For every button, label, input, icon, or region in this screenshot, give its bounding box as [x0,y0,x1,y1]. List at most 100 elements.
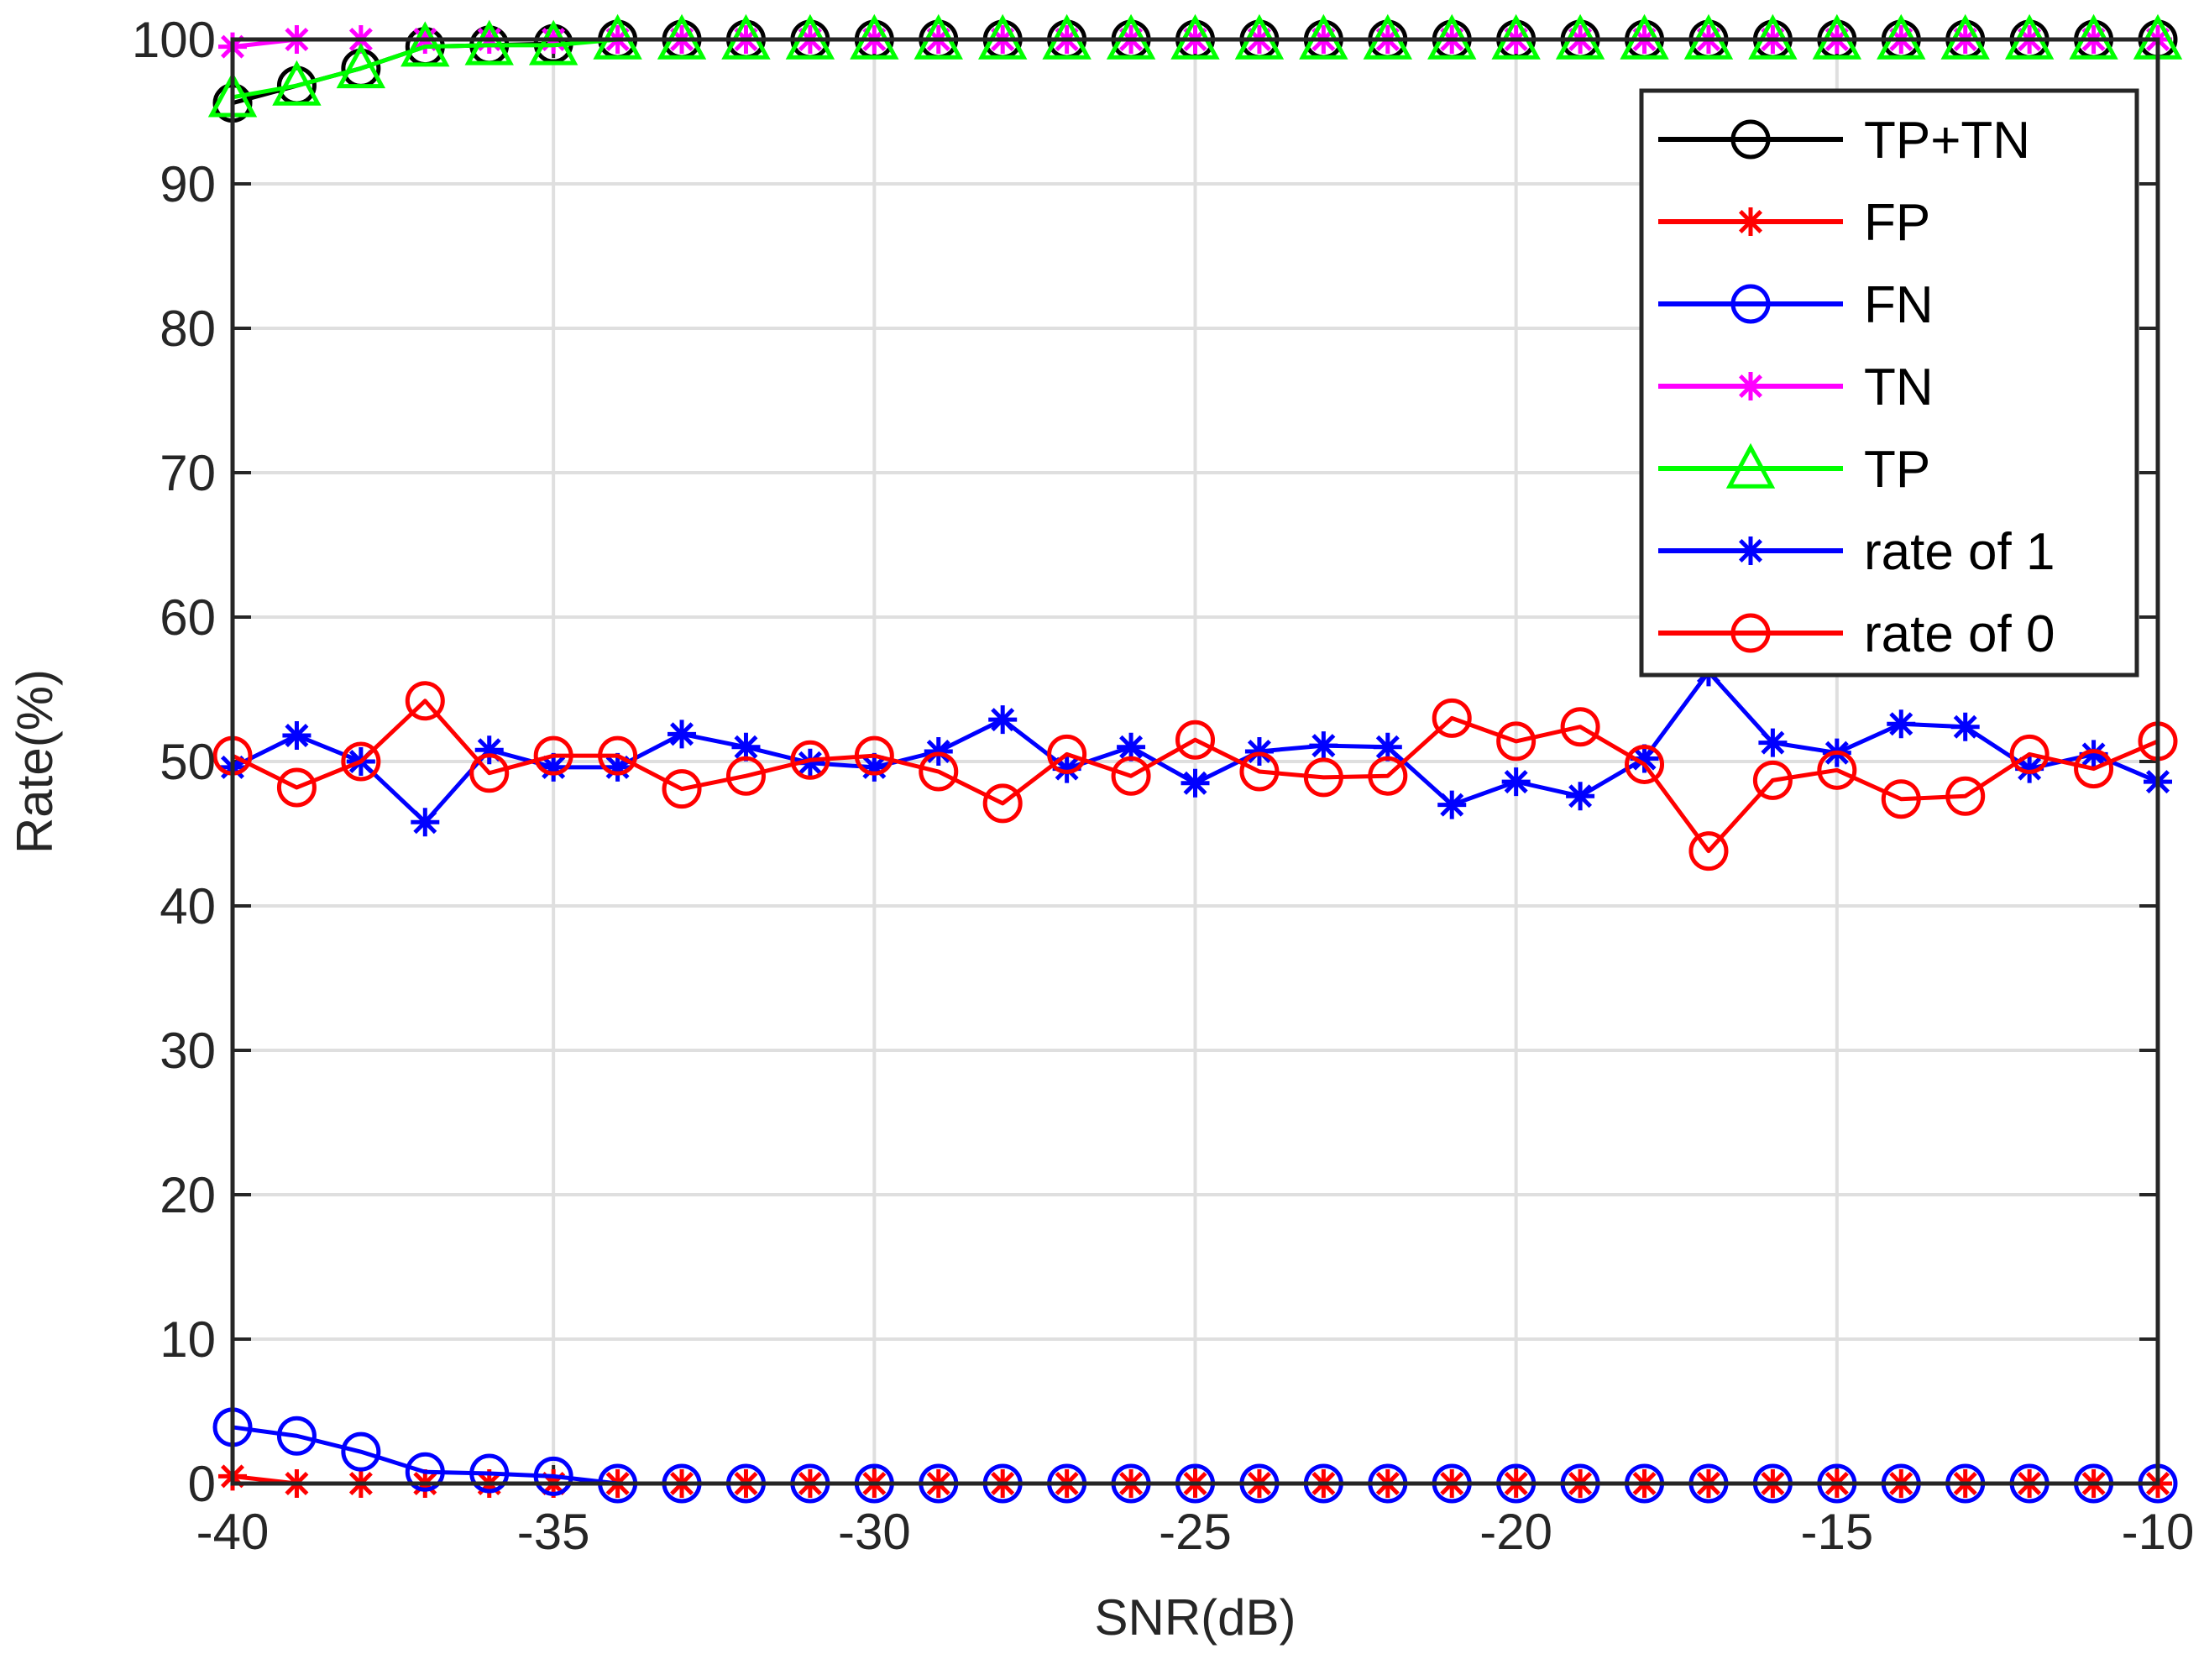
data-point [1373,732,1402,761]
legend: TP+TN FP FN TN TP rate of 1 rate of 0 [1639,88,2139,678]
legend-label: TP+TN [1864,112,2030,170]
y-tick-label: 40 [160,878,216,934]
data-point [2079,740,2108,769]
legend-label: TP [1864,441,1930,499]
data-point [603,752,632,782]
data-point [1881,779,1921,819]
data-point [662,769,702,809]
data-point [336,43,386,89]
legend-item-fn: FN [1658,276,1934,334]
data-point [1244,736,1274,766]
legend-label: FN [1864,276,1934,334]
legend-box [1639,88,2139,678]
data-point [533,1456,573,1496]
y-tick-label: 80 [160,301,216,357]
legend-marker [1730,613,1771,653]
legend-label: FP [1864,194,1930,252]
y-tick-label: 70 [160,445,216,501]
legend-label: TN [1864,359,1934,416]
data-point [731,732,761,761]
y-tick-label: 50 [160,734,216,790]
data-point [1752,760,1793,800]
y-tick-label: 30 [160,1023,216,1079]
legend-label: rate of 0 [1864,605,2055,663]
legend-item-tp: TP [1658,441,1930,499]
data-point [919,751,959,792]
data-point [282,721,311,751]
data-point [341,741,381,782]
data-point [1437,790,1467,819]
legend-item-fp: FP [1658,194,1930,252]
tick-labels: -40 -35 -30 -25 -20 -15 -10 0 10 20 30 40 50 60 70 80 90… [132,12,2194,1560]
data-point [469,753,510,793]
y-axis-title: Rate(%) [7,669,63,854]
data-point [405,1452,445,1492]
data-point [725,756,766,796]
plot-frame [230,37,2160,1486]
x-tick-label: -30 [838,1504,911,1560]
x-tick-label: -40 [196,1504,270,1560]
data-point [272,60,322,106]
data-point [276,767,317,808]
legend-marker [1736,372,1765,400]
x-tick-label: -20 [1479,1504,1552,1560]
data-point [464,19,514,65]
data-point [988,705,1018,735]
data-point [1625,744,1665,784]
data-point [533,735,573,776]
data-point [1817,750,1857,790]
legend-item-tp-tn: TP+TN [1658,112,2030,170]
data-point [1688,831,1729,871]
data-point [2009,734,2050,774]
y-tick-label: 60 [160,589,216,646]
legend-item-rate-of-1: rate of 1 [1658,523,2055,581]
data-point [539,752,568,782]
data-point [276,1416,317,1456]
data-point [1501,767,1531,797]
legend-marker [1730,284,1771,324]
data-point [860,752,889,782]
data-point [405,681,445,721]
data-point [1887,709,1916,739]
data-point [1758,728,1788,757]
data-point [400,21,450,67]
data-point [598,735,638,776]
y-tick-label: 90 [160,156,216,212]
data-point [1630,744,1659,773]
legend-marker [1736,207,1765,236]
y-tick-label: 0 [188,1456,216,1512]
legend-marker [1736,536,1765,565]
data-point [1945,776,1986,816]
data-point [1239,751,1280,792]
data-point [341,1431,381,1472]
series-line [231,699,2159,854]
data-point [854,735,894,776]
legend-marker [1725,442,1776,489]
data-point [411,808,440,837]
data-point [924,736,953,766]
data-point [790,740,830,780]
data-point [1496,721,1537,761]
data-point [982,783,1023,824]
x-tick-label: -15 [1800,1504,1873,1560]
series-rate-of-0 [212,681,2178,871]
x-tick-label: -25 [1159,1504,1232,1560]
data-point [474,735,504,765]
data-point [667,720,697,749]
data-point [1175,720,1215,760]
data-point [795,748,825,777]
y-tick-label: 10 [160,1311,216,1368]
data-point [1309,731,1338,761]
data-point [2015,754,2044,783]
data-point [1560,707,1600,747]
x-tick-label: -35 [517,1504,590,1560]
data-point [1303,757,1343,798]
legend-item-tn: TN [1658,359,1934,416]
data-point [1047,734,1087,774]
legend-item-rate-of-0: rate of 0 [1658,605,2055,663]
legend-marker [1730,119,1771,160]
data-point [1432,698,1472,738]
data-point [2074,749,2114,789]
data-point [1117,732,1146,761]
